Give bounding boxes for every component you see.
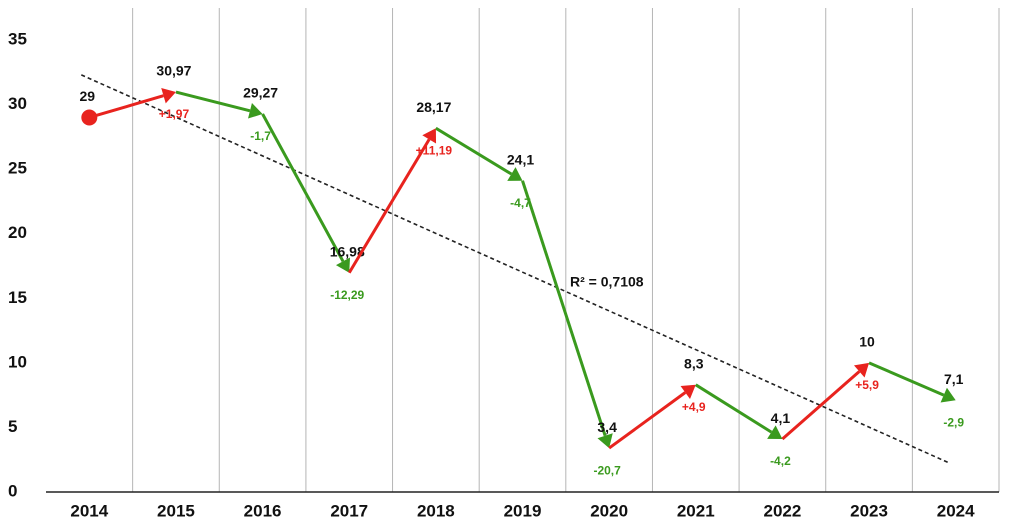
change-label: +1,97 xyxy=(159,107,190,121)
segment xyxy=(608,391,687,450)
value-label: 24,1 xyxy=(507,151,534,167)
change-label: -20,7 xyxy=(593,463,621,477)
x-tick-label: 2018 xyxy=(417,501,455,520)
y-tick-label: 30 xyxy=(8,94,27,113)
value-label: 28,17 xyxy=(416,99,451,115)
x-tick-label: 2023 xyxy=(850,501,888,520)
segment xyxy=(88,94,164,119)
change-label: +11,19 xyxy=(416,143,453,157)
y-tick-label: 20 xyxy=(8,223,27,242)
segment xyxy=(261,113,345,263)
y-tick-label: 0 xyxy=(8,481,17,500)
segment xyxy=(521,180,607,437)
arrow-head xyxy=(940,387,956,403)
x-tick-label: 2022 xyxy=(763,501,801,520)
x-tick-label: 2021 xyxy=(677,501,715,520)
y-tick-label: 25 xyxy=(8,159,27,178)
arrow-head xyxy=(854,362,870,378)
y-tick-label: 5 xyxy=(8,417,17,436)
change-label: -1,7 xyxy=(250,129,271,143)
y-tick-label: 35 xyxy=(8,29,27,48)
x-tick-label: 2019 xyxy=(504,501,542,520)
value-label: 29 xyxy=(80,88,96,104)
arrow-head xyxy=(422,128,437,144)
x-tick-label: 2024 xyxy=(937,501,975,520)
arrow-head xyxy=(597,433,613,449)
segment xyxy=(868,361,945,397)
y-tick-label: 15 xyxy=(8,288,27,307)
value-label: 16,98 xyxy=(330,243,365,259)
value-label: 10 xyxy=(859,334,875,350)
arrow-head xyxy=(680,384,696,399)
arrow-head xyxy=(507,167,523,181)
segment xyxy=(175,90,251,113)
segment xyxy=(435,126,513,176)
change-label: -12,29 xyxy=(330,288,364,302)
value-label: 8,3 xyxy=(684,356,704,372)
value-label: 29,27 xyxy=(243,85,278,101)
value-label: 3,4 xyxy=(597,419,617,435)
change-label: -4,2 xyxy=(770,454,791,468)
arrow-head xyxy=(248,103,263,119)
x-tick-label: 2020 xyxy=(590,501,628,520)
change-label: -4,7 xyxy=(510,196,531,210)
value-label: 7,1 xyxy=(944,371,964,387)
arrow-head xyxy=(335,257,351,273)
x-tick-label: 2014 xyxy=(70,501,108,520)
arrow-head xyxy=(161,88,176,104)
change-label: +5,9 xyxy=(855,378,879,392)
annotation: R² = 0,7108 xyxy=(570,274,644,290)
change-label: -2,9 xyxy=(943,415,964,429)
x-tick-label: 2015 xyxy=(157,501,195,520)
segment xyxy=(694,383,773,434)
y-tick-label: 10 xyxy=(8,352,27,371)
segment xyxy=(347,138,431,274)
segment xyxy=(781,370,861,441)
value-label: 30,97 xyxy=(156,63,191,79)
value-label: 4,1 xyxy=(771,410,791,426)
trendline xyxy=(80,74,949,464)
change-label: +4,9 xyxy=(682,400,706,414)
x-tick-label: 2016 xyxy=(244,501,282,520)
x-tick-label: 2017 xyxy=(330,501,368,520)
arrow-head xyxy=(767,425,783,440)
